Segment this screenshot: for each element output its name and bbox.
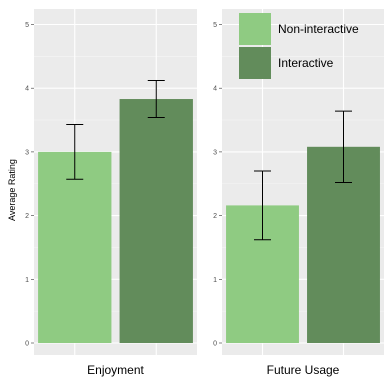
y-tick-label: 5 (213, 22, 217, 29)
y-tick-label: 2 (25, 213, 29, 220)
legend-swatch (239, 47, 271, 79)
x-axis-label: Future Usage (267, 363, 340, 377)
legend-swatch (239, 13, 271, 45)
y-tick-label: 3 (213, 149, 217, 156)
x-axis-label: Enjoyment (87, 363, 144, 377)
facet-panel-1: 0 1 2 3 4 5 Enjoyment (25, 9, 197, 377)
bar-interactive (119, 99, 193, 344)
bar-non-interactive (38, 151, 112, 343)
legend-label: Interactive (278, 56, 334, 70)
y-tick-label: 4 (213, 86, 217, 93)
y-tick-label: 1 (25, 277, 29, 284)
y-tick-label: 3 (25, 149, 29, 156)
legend-label: Non-interactive (278, 22, 359, 36)
error-bar (147, 80, 165, 119)
error-bar (66, 124, 84, 180)
y-tick-label: 1 (213, 277, 217, 284)
y-tick-label: 2 (213, 213, 217, 220)
error-bar (254, 170, 271, 241)
y-axis-label: Average Rating (7, 159, 17, 221)
y-tick-label: 0 (213, 341, 217, 348)
legend: Non-interactive Interactive (239, 13, 359, 79)
y-tick-label: 5 (25, 22, 29, 29)
error-bar (335, 110, 352, 183)
y-tick-label: 4 (25, 86, 29, 93)
y-tick-label: 0 (25, 341, 29, 348)
